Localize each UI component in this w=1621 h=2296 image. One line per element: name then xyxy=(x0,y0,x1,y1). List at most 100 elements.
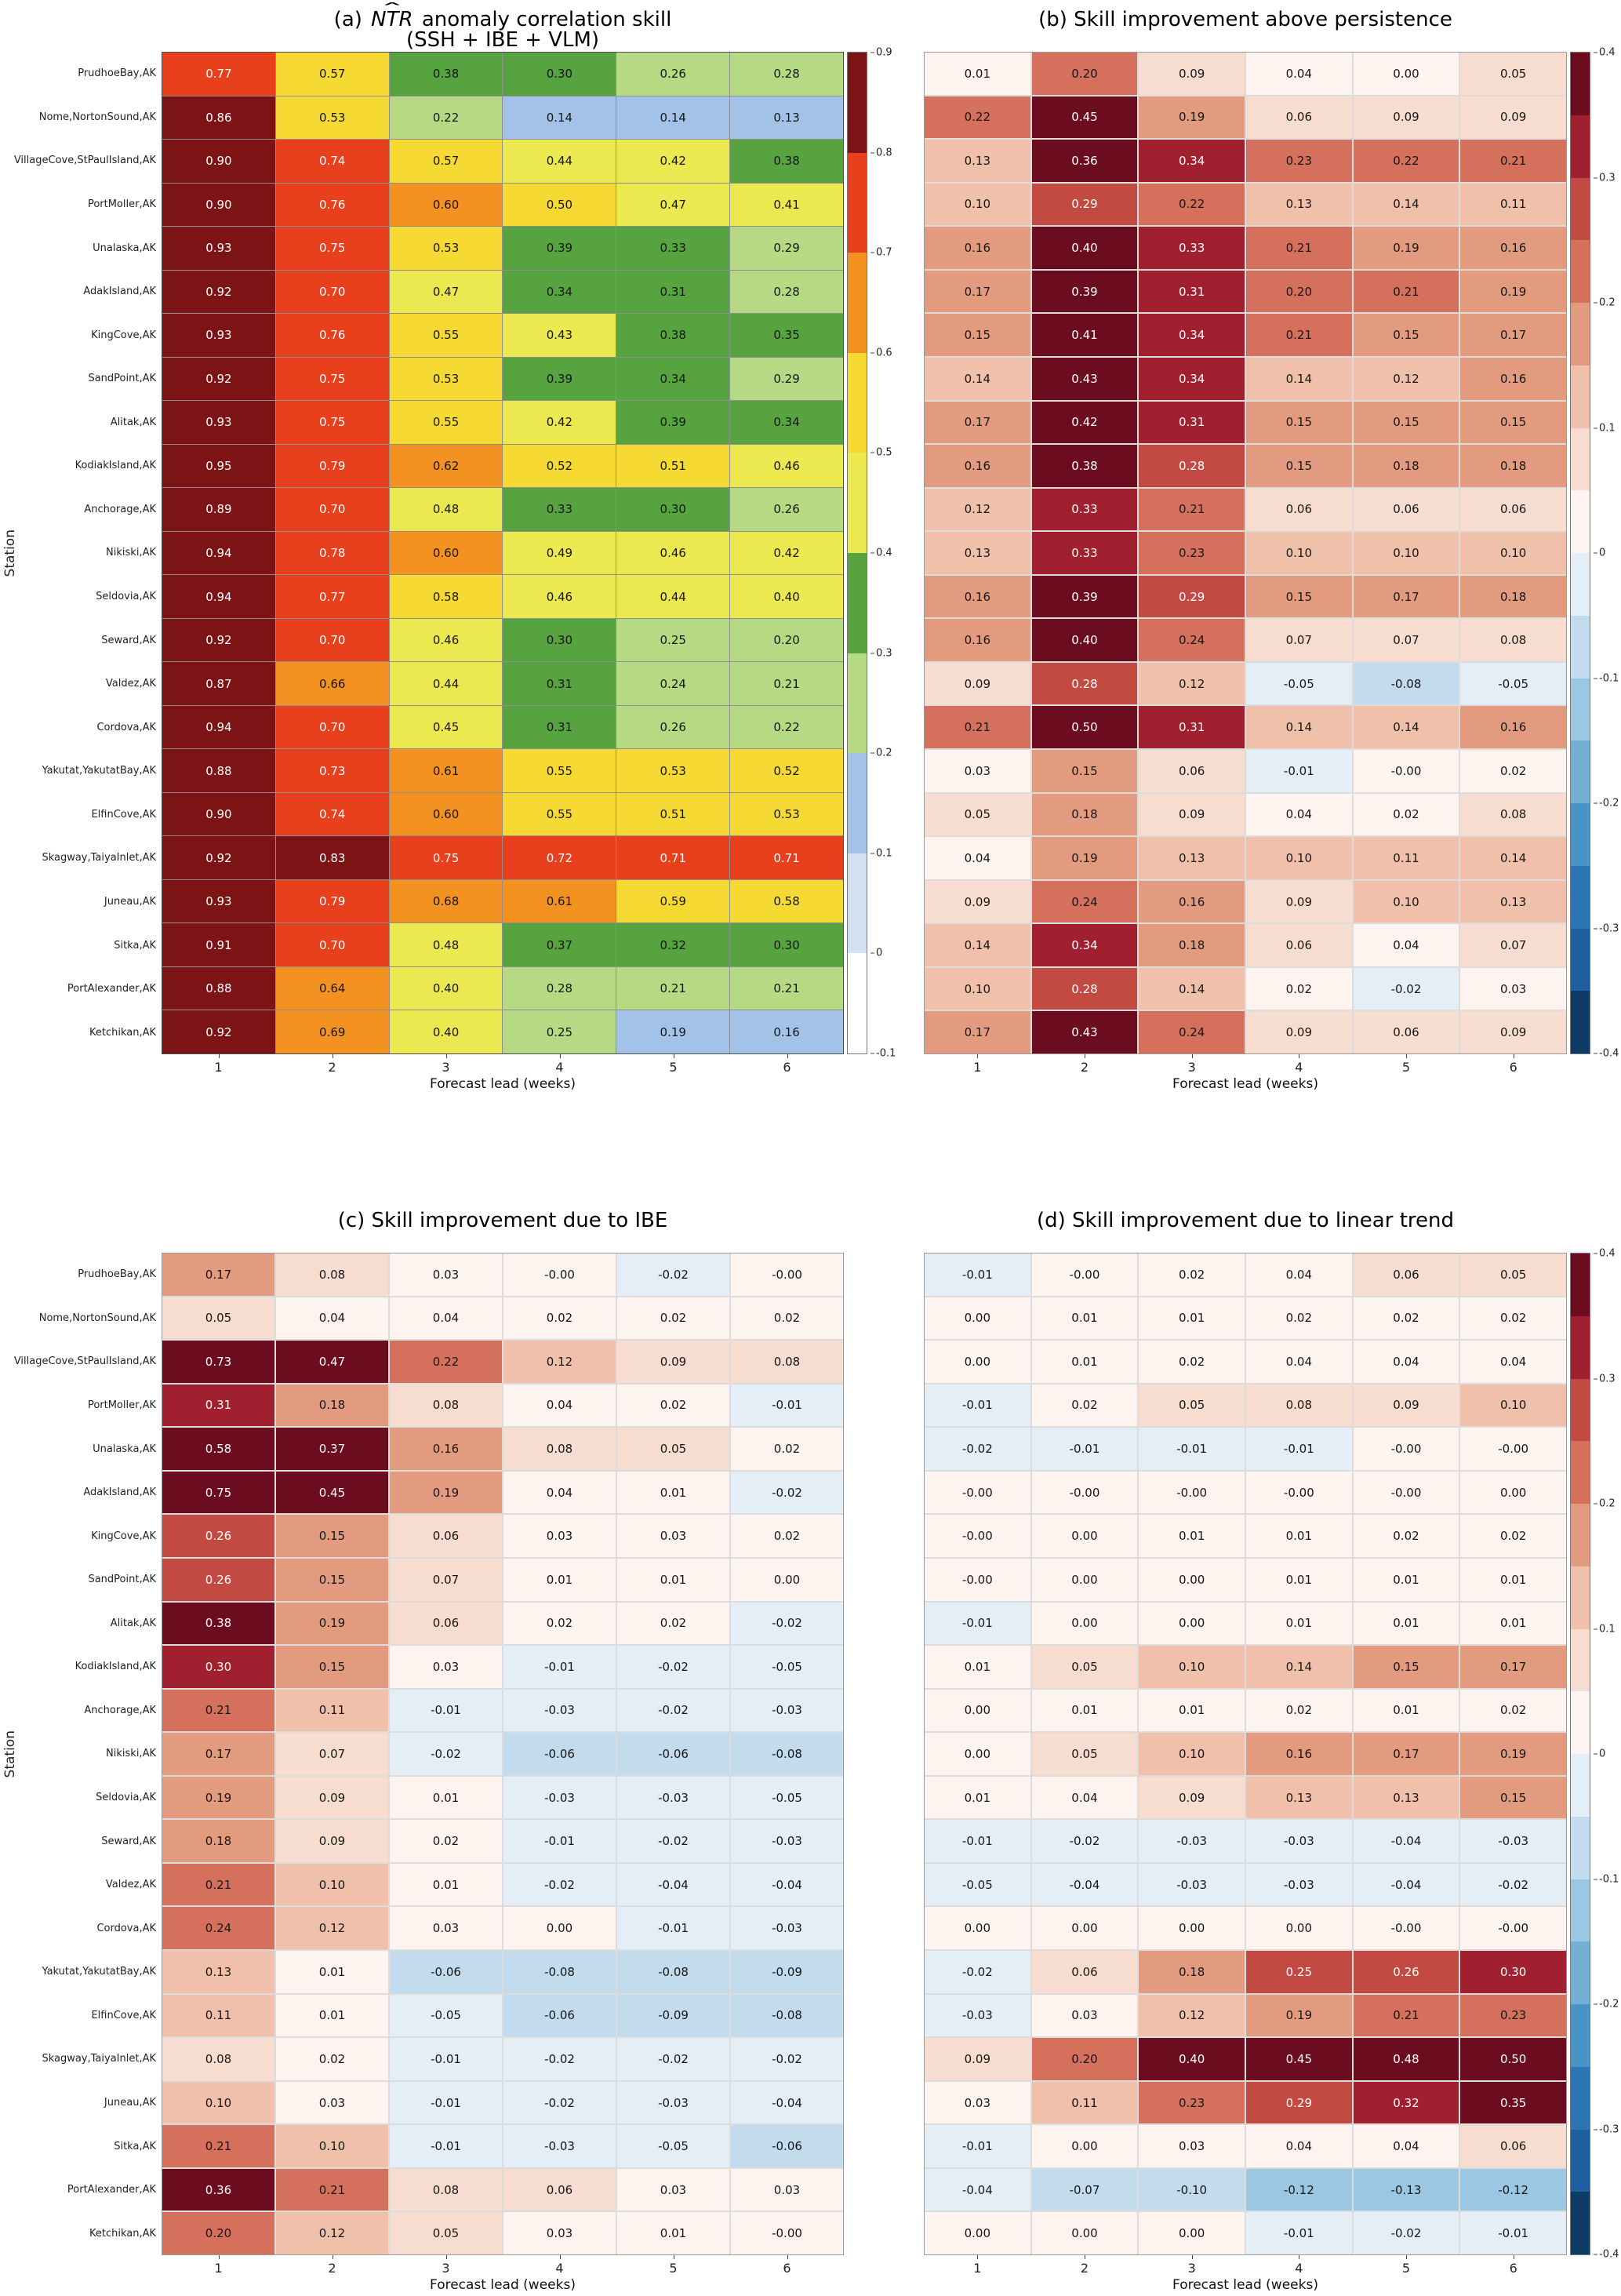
heatmap-cell: 0.02 xyxy=(731,1428,843,1470)
colorbar-tick: -0.3 xyxy=(1594,2123,1619,2135)
heatmap-cell: 0.26 xyxy=(162,1558,274,1601)
heatmap-cell: 0.78 xyxy=(275,531,389,575)
heatmap-cell: -0.01 xyxy=(617,1907,729,1950)
heatmap-cell: 0.31 xyxy=(503,662,616,705)
heatmap-cell: 0.42 xyxy=(616,140,730,183)
heatmap-cell: -0.12 xyxy=(1246,2168,1352,2211)
heatmap-cell: -0.05 xyxy=(925,1863,1030,1906)
heatmap-b: 0.01 0.20 0.09 0.04 0.00 0.05 0.22 0.45 0.19 0.06… xyxy=(924,52,1567,1054)
x-tick: 3 xyxy=(1138,1054,1245,1076)
station-label: Anchorage,AK xyxy=(84,503,156,515)
heatmap-cell: -0.00 xyxy=(1353,1428,1459,1470)
heatmap-cell: 0.03 xyxy=(925,2081,1030,2124)
heatmap-cell: -0.03 xyxy=(1139,1863,1245,1906)
heatmap-cell: 0.13 xyxy=(925,140,1030,182)
heatmap-cell: -0.04 xyxy=(731,2081,843,2124)
heatmap-cell: -0.00 xyxy=(1139,1471,1245,1514)
heatmap-cell: 0.02 xyxy=(503,1297,616,1340)
colorbar-blocks xyxy=(848,53,867,1053)
colorbar-block xyxy=(1571,991,1590,1053)
heatmap-cell: 0.14 xyxy=(1353,183,1459,226)
heatmap-cell: 0.17 xyxy=(925,1011,1030,1053)
heatmap-cell: 0.02 xyxy=(1246,1297,1352,1340)
panel-b: (b) Skill improvement above persistence … xyxy=(900,0,1621,1095)
heatmap-cell: 0.04 xyxy=(1246,2125,1352,2167)
heatmap-cell: -0.01 xyxy=(390,2038,502,2080)
colorbar-block xyxy=(848,152,867,253)
heatmap-cell: 0.51 xyxy=(616,792,730,836)
heatmap-cell: 0.55 xyxy=(503,749,616,792)
colorbar-block xyxy=(1571,928,1590,992)
heatmap-cell: 0.03 xyxy=(617,1515,729,1557)
heatmap-cell: 0.93 xyxy=(162,401,275,444)
heatmap-cell: 0.18 xyxy=(1460,445,1566,487)
x-axis-label-c: Forecast lead (weeks) xyxy=(430,2277,576,2293)
heatmap-cell: 0.13 xyxy=(1460,880,1566,923)
station-label: PrudhoeBay,AK xyxy=(78,67,156,80)
heatmap-cell: 0.39 xyxy=(503,227,616,270)
heatmap-cell: 0.26 xyxy=(1353,1951,1459,1993)
heatmap-cell: 0.24 xyxy=(616,662,730,705)
heatmap-cell: 0.74 xyxy=(275,792,389,836)
colorbar-block xyxy=(1571,2004,1590,2067)
colorbar-block xyxy=(848,352,867,453)
heatmap-cell: -0.02 xyxy=(731,2038,843,2080)
heatmap-cell: 0.01 xyxy=(276,1994,388,2037)
colorbar-tick: 0.7 xyxy=(870,247,892,259)
colorbar-block xyxy=(848,953,867,1053)
panel-d-title: (d) Skill improvement due to linear tren… xyxy=(924,1201,1567,1253)
panel-b-row: (b) Skill improvement above persistence … xyxy=(900,0,1621,1097)
heatmap-cell: 0.00 xyxy=(925,1733,1030,1775)
heatmap-cell: 0.02 xyxy=(503,1602,616,1645)
colorbar-d: 0.4 0.3 0.2 0.1 0 -0.1 -0.2 -0.3 -0.4 xyxy=(1570,1248,1619,2261)
panel-b-title-line1: (b) Skill improvement above persistence xyxy=(1038,8,1452,31)
panel-c: Station PrudhoeBay,AK Nome,NortonSound,AK… xyxy=(0,1201,900,2296)
station-label: Unalaska,AK xyxy=(93,242,156,254)
heatmap-cell: 0.19 xyxy=(1031,837,1138,879)
heatmap-cell: -0.00 xyxy=(1460,1907,1566,1950)
heatmap-c: 0.17 0.08 0.03 -0.00 -0.02 -0.00 0.05 0.04 0.04 0… xyxy=(162,1253,844,2255)
heatmap-cell: -0.06 xyxy=(617,1733,729,1775)
heatmap-cell: 0.75 xyxy=(275,227,389,270)
heatmap-cell: 0.08 xyxy=(390,1384,502,1427)
heatmap-cell: 0.04 xyxy=(503,1384,616,1427)
heatmap-cell: 0.55 xyxy=(503,792,616,836)
heatmap-cell: -0.01 xyxy=(1460,2212,1566,2254)
x-tick: 4 xyxy=(1245,1054,1353,1076)
heatmap-cell: 0.01 xyxy=(1246,1515,1352,1557)
heatmap-cell: 0.16 xyxy=(925,227,1030,269)
heatmap-cell: 0.29 xyxy=(730,357,843,401)
heatmap-cell: 0.21 xyxy=(1353,270,1459,313)
heatmap-cell: 0.17 xyxy=(1460,314,1566,356)
heatmap-cell: 0.55 xyxy=(389,314,503,357)
panel-b-title: (b) Skill improvement above persistence xyxy=(924,0,1567,52)
heatmap-cell: 0.06 xyxy=(1246,96,1352,139)
heatmap-cell: 0.09 xyxy=(276,1820,388,1862)
heatmap-cell: 0.11 xyxy=(1460,183,1566,226)
panel-c-title: (c) Skill improvement due to IBE xyxy=(162,1201,844,1253)
heatmap-cell: 0.09 xyxy=(1139,793,1245,836)
station-label: ElfinCove,AK xyxy=(91,808,156,821)
heatmap-cell: 0.37 xyxy=(276,1428,388,1470)
heatmap-cell: 0.02 xyxy=(731,1297,843,1340)
heatmap-cell: 0.37 xyxy=(503,923,616,966)
heatmap-cell: 0.21 xyxy=(276,2168,388,2211)
heatmap-cell: 0.02 xyxy=(1353,1515,1459,1557)
heatmap-cell: -0.04 xyxy=(1031,1863,1138,1906)
heatmap-cell: 0.33 xyxy=(1031,488,1138,531)
heatmap-cell: 0.09 xyxy=(1139,1776,1245,1819)
heatmap-cell: 0.92 xyxy=(162,836,275,879)
ntr-widehat-math: ˆ NTR xyxy=(369,2,415,30)
colorbar-block xyxy=(1571,1315,1590,1379)
heatmap-cell: 0.01 xyxy=(276,1951,388,1993)
heatmap-cell: 0.41 xyxy=(730,183,843,227)
heatmap-cell: 0.14 xyxy=(1460,837,1566,879)
heatmap-cell: 0.03 xyxy=(390,1907,502,1950)
y-axis-label-text: Station xyxy=(2,1730,18,1778)
heatmap-cell: 0.70 xyxy=(275,270,389,314)
heatmap-cell: -0.00 xyxy=(1353,750,1459,792)
colorbar-tick: 0.2 xyxy=(870,748,892,759)
heatmap-cell: 0.00 xyxy=(925,1297,1030,1340)
station-label: SandPoint,AK xyxy=(88,1574,156,1586)
heatmap-cell: -0.05 xyxy=(617,2125,729,2167)
